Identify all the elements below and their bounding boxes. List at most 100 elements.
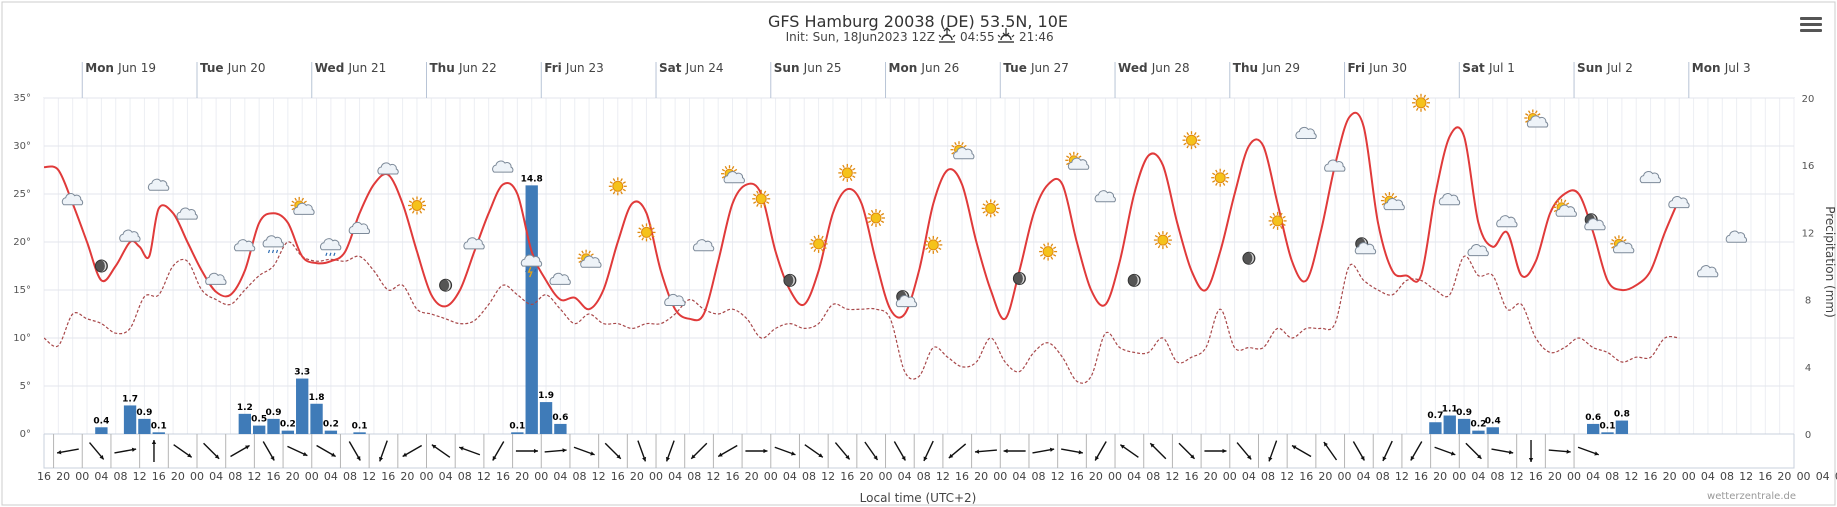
sun-icon: [1153, 231, 1172, 250]
moon-icon: [1127, 273, 1141, 287]
precip-tick-label: 16: [1802, 161, 1815, 172]
wind-arrow-icon: [717, 444, 738, 458]
precip-bar: [554, 423, 567, 434]
day-label: Wed Jun 28: [1118, 61, 1190, 75]
sunrise-icon: [938, 27, 956, 43]
wind-row: [53, 434, 1599, 468]
weather-icons: [61, 93, 1748, 308]
precip-bar: [511, 432, 524, 434]
day-date: Jun 30: [1368, 61, 1407, 75]
wind-arrow-icon: [348, 441, 361, 461]
sun-cloud-icon: [950, 141, 975, 160]
precip-bar: [1615, 420, 1629, 434]
wind-arrow-icon: [458, 446, 481, 456]
hour-tick-label: 12: [821, 470, 835, 483]
hour-tick-label: 04: [1127, 470, 1141, 483]
hour-tick-label: 00: [879, 470, 893, 483]
hour-tick-label: 08: [1146, 470, 1160, 483]
dewpoint-line: [44, 241, 1680, 384]
cloud-icon: [147, 178, 170, 191]
wind-arrow-icon: [1268, 440, 1278, 462]
precip-bar: [1457, 418, 1471, 434]
precip-bar: [123, 405, 137, 434]
wind-arrow-icon: [1382, 440, 1393, 462]
hour-tick-label: 20: [1663, 470, 1677, 483]
wind-arrow-icon: [56, 448, 79, 455]
sun-cloud-icon: [1524, 109, 1549, 128]
hour-tick-label: 04: [553, 470, 567, 483]
menu-icon[interactable]: [1800, 14, 1822, 34]
day-date: Jun 27: [1030, 61, 1069, 75]
wind-arrow-icon: [230, 444, 250, 458]
day-label: Tue Jun 27: [1003, 61, 1069, 75]
hour-tick-label: 12: [362, 470, 376, 483]
hour-tick-label: 08: [802, 470, 816, 483]
wind-arrow-icon: [690, 442, 708, 460]
day-label: Sun Jul 2: [1577, 61, 1633, 75]
init-text: Init: Sun, 18Jun2023 12Z: [786, 30, 935, 44]
cloud-icon: [463, 237, 485, 250]
precip-label: 0.9: [266, 408, 282, 418]
day-label: Wed Jun 21: [315, 61, 387, 75]
hour-tick-label: 20: [1548, 470, 1562, 483]
cloud-icon: [1697, 265, 1719, 278]
precip-label: 0.9: [136, 408, 152, 418]
precip-bar: [1429, 422, 1442, 434]
cloud-icon: [377, 162, 399, 175]
cloud-icon: [1324, 159, 1346, 172]
precip-bar: [1472, 430, 1485, 434]
hour-tick-label: 04: [1012, 470, 1026, 483]
wind-arrow-icon: [287, 445, 308, 457]
day-date: Jun 20: [227, 61, 266, 75]
wind-arrow-icon: [379, 440, 388, 462]
menu-bar: [1800, 23, 1822, 26]
day-weekday: Sun: [774, 61, 804, 75]
precipitation-bars: 0.41.70.90.11.20.50.90.23.31.80.2 0.1 0.11…: [93, 174, 1630, 434]
wind-arrow-icon: [573, 446, 595, 456]
moon-cloud-icon: [1354, 237, 1377, 255]
wind-arrow-icon: [515, 448, 538, 454]
hour-tick-label: 12: [1510, 470, 1524, 483]
hour-tick-label: 00: [1108, 470, 1122, 483]
day-date: Jul 2: [1606, 61, 1633, 75]
chart-subtitle: Init: Sun, 18Jun2023 12Z 04:55 21:46: [786, 27, 1054, 44]
day-label: Tue Jun 20: [200, 61, 266, 75]
cloud-icon: [1467, 244, 1489, 257]
hour-tick-label: 04: [94, 470, 108, 483]
hour-tick-label: 16: [611, 470, 625, 483]
hour-tick-label: 16: [1299, 470, 1313, 483]
hour-tick-label: 08: [1720, 470, 1734, 483]
thunder-icon: [520, 254, 543, 278]
wind-arrow-icon: [1149, 442, 1167, 460]
precip-tick-label: 20: [1802, 94, 1815, 105]
hour-tick-label: 00: [305, 470, 319, 483]
hour-tick-label: 16: [37, 470, 51, 483]
hour-tick-label: 08: [114, 470, 128, 483]
day-label: Mon Jun 26: [889, 61, 960, 75]
hour-tick-label: 16: [840, 470, 854, 483]
wind-arrow-icon: [774, 446, 796, 456]
day-weekday: Wed: [1118, 61, 1152, 75]
day-date: Jul 1: [1488, 61, 1515, 75]
day-weekday: Thu: [1233, 61, 1262, 75]
hour-tick-label: 16: [1185, 470, 1199, 483]
hour-tick-label: 08: [917, 470, 931, 483]
cloud-icon: [176, 207, 198, 220]
cloud-icon: [1725, 230, 1748, 243]
wind-arrow-icon: [262, 441, 275, 461]
precip-bar: [238, 413, 251, 434]
hour-tick-label: 16: [1070, 470, 1084, 483]
sun-icon: [408, 196, 426, 215]
day-weekday: Tue: [1003, 61, 1031, 75]
sun-cloud-icon: [290, 196, 315, 215]
hour-tick-label: 00: [534, 470, 548, 483]
hour-tick-label: 16: [381, 470, 395, 483]
wind-arrow-icon: [1291, 444, 1312, 458]
moon-icon: [783, 273, 797, 287]
hour-tick-label: 08: [1491, 470, 1505, 483]
hour-tick-label: 08: [1605, 470, 1619, 483]
precip-label: 1.2: [237, 403, 253, 413]
day-date: Jun 19: [117, 61, 156, 75]
